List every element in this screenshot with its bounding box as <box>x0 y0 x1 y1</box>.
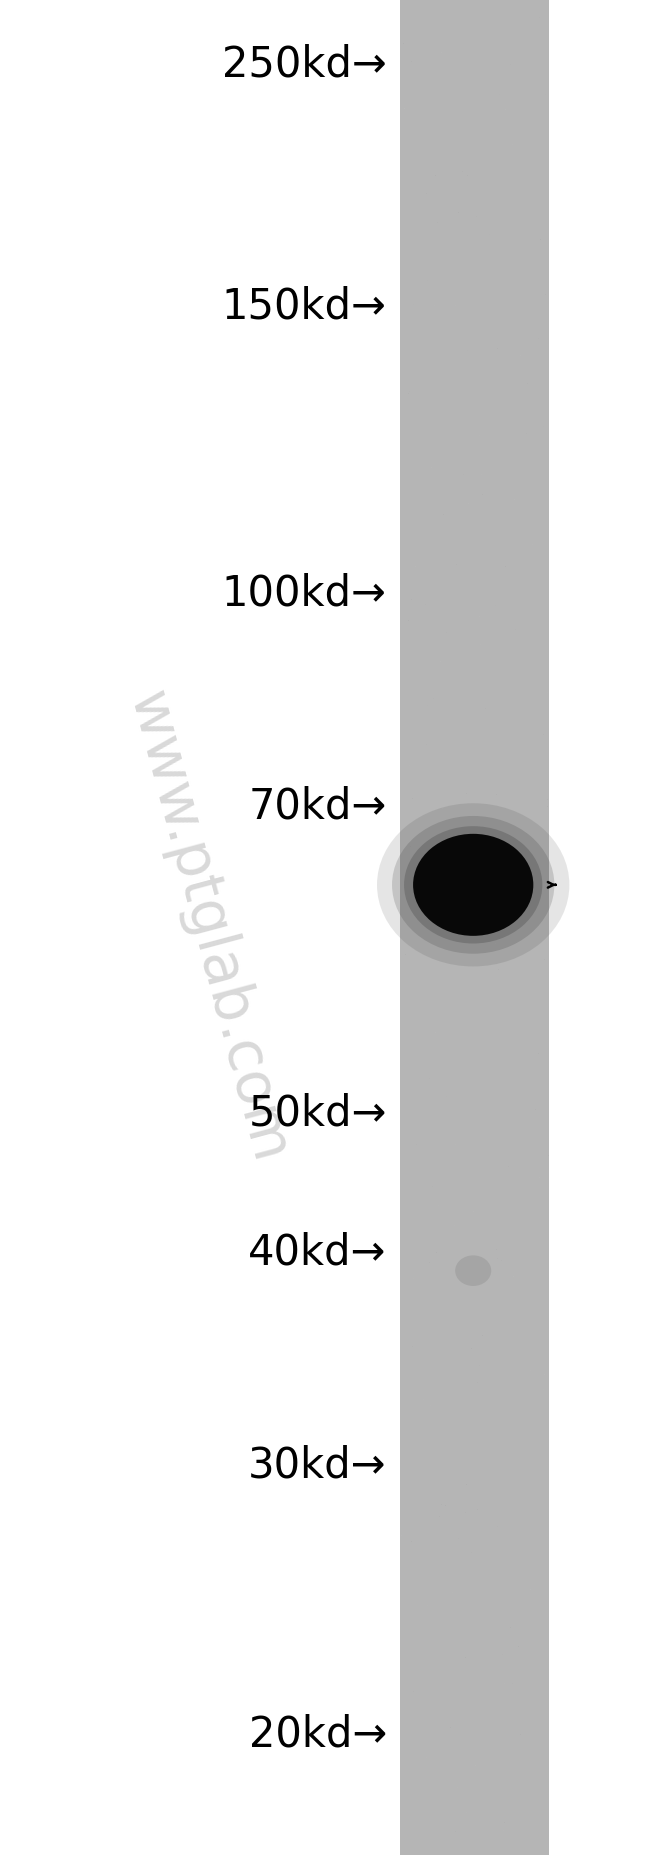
Ellipse shape <box>392 816 554 953</box>
Text: www.ptglab.com: www.ptglab.com <box>118 686 298 1169</box>
Ellipse shape <box>455 1256 491 1286</box>
Text: 20kd→: 20kd→ <box>248 1714 387 1755</box>
Text: 40kd→: 40kd→ <box>248 1232 387 1273</box>
Text: 100kd→: 100kd→ <box>222 573 387 614</box>
Ellipse shape <box>404 825 542 944</box>
Text: 50kd→: 50kd→ <box>248 1093 387 1133</box>
Text: 70kd→: 70kd→ <box>248 787 387 827</box>
Text: 150kd→: 150kd→ <box>222 286 387 326</box>
Ellipse shape <box>413 833 534 935</box>
Bar <box>400 0 549 1855</box>
Ellipse shape <box>377 803 569 966</box>
Text: 30kd→: 30kd→ <box>248 1445 387 1486</box>
Text: 250kd→: 250kd→ <box>222 45 387 85</box>
